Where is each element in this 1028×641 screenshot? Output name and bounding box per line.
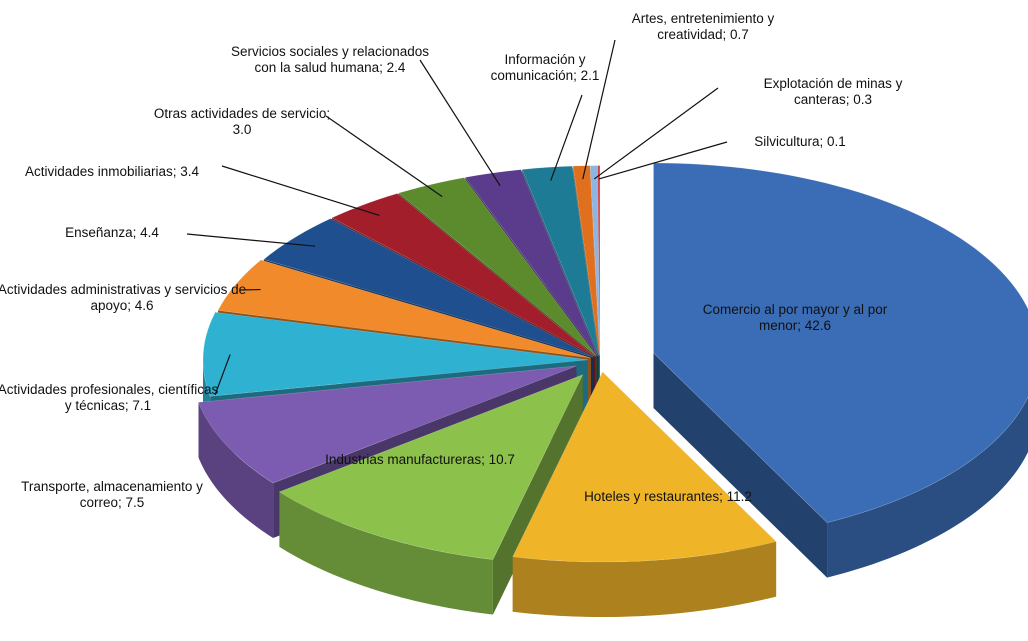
data-label: Transporte, almacenamiento y correo; 7.5 [5,479,220,511]
leader-line [598,141,728,180]
category-label: Actividades profesionales, científicas y… [0,382,219,413]
value-label: 2.1 [580,68,600,83]
category-label: Comercio al por mayor y al por menor; [702,302,888,333]
category-label: Industrias manufactureras; [325,452,485,467]
slice [464,169,599,356]
category-label: Transporte, almacenamiento y correo; [21,479,203,510]
value-label: 0.3 [853,92,873,107]
data-label: Actividades inmobiliarias; 3.4 [0,164,225,180]
slice [589,165,601,356]
data-label: Servicios sociales y relacionados con la… [223,44,438,76]
leader-line [214,354,231,396]
slice-side [512,541,777,618]
slice [198,365,577,484]
data-label: Otras actividades de servicio; 3.0 [152,106,332,138]
value-label: 4.4 [140,225,159,240]
leader-line [593,87,719,180]
category-label: Hoteles y restaurantes; [584,489,723,504]
slice-side [198,402,274,538]
leader-line [325,115,443,198]
slice [331,193,596,357]
slice [572,165,600,356]
category-label: Actividades inmobiliarias; [24,164,177,179]
category-label: Otras actividades de servicio; [153,106,331,121]
category-label: Explotación de minas y canteras; [763,76,903,107]
data-label: Actividades administrativas y servicios … [0,282,247,314]
category-label: Actividades administrativas y servicios … [0,282,247,313]
slice-side [827,396,1028,578]
category-label: Servicios sociales y relacionados con la… [230,44,430,75]
slice [278,374,584,560]
slice [597,165,601,356]
value-label: 0.7 [730,27,749,42]
data-label: Hoteles y restaurantes; 11.2 [538,489,798,505]
data-label: Artes, entretenimiento y creatividad; 0.… [598,11,808,43]
leader-line [186,233,316,247]
value-label: 4.6 [134,298,154,313]
category-label: Enseñanza; [65,225,137,240]
value-label: 10.7 [488,452,515,467]
category-label: Silvicultura; [754,134,824,149]
data-label: Enseñanza; 4.4 [32,225,192,241]
slice [217,259,591,359]
leader-line [582,39,616,180]
leader-line [419,59,501,187]
slice [521,165,600,356]
slice [263,218,594,358]
slice [398,177,597,357]
value-label: 0.1 [827,134,846,149]
data-label: Actividades profesionales, científicas y… [0,382,221,414]
pie [198,162,1028,618]
category-label: Artes, entretenimiento y creatividad; [631,11,775,42]
slice [512,371,777,563]
value-label: 3.0 [232,122,252,137]
data-label: Información y comunicación; 2.1 [470,52,620,84]
leader-line [221,165,380,217]
slice-wall [653,352,828,578]
data-label: Silvicultura; 0.1 [725,134,875,150]
slice-side [279,491,493,615]
value-label: 2.4 [386,60,406,75]
slice [202,311,589,397]
data-label: Explotación de minas y canteras; 0.3 [738,76,928,108]
value-label: 7.1 [132,398,152,413]
value-label: 7.5 [125,495,145,510]
leader-line [550,94,583,181]
value-label: 11.2 [726,489,752,504]
data-label: Comercio al por mayor y al por menor; 42… [690,302,900,334]
category-label: Información y comunicación; [490,52,586,83]
value-label: 42.6 [804,318,832,333]
data-label: Industrias manufactureras; 10.7 [300,452,540,468]
value-label: 3.4 [180,164,200,179]
